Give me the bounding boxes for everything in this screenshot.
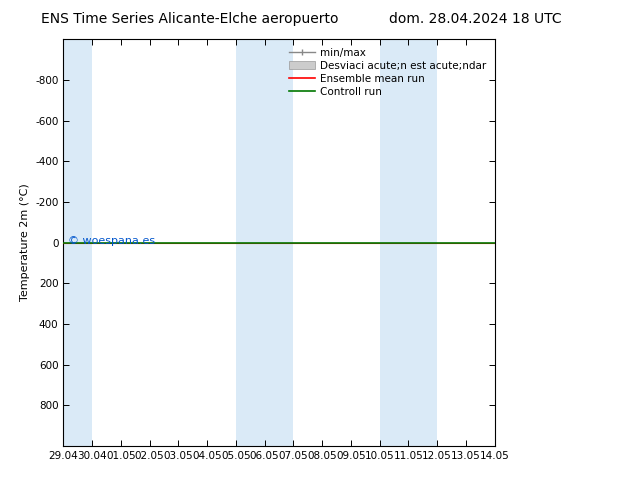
Bar [380,39,437,446]
Bar [63,39,92,446]
Legend: min/max, Desviaci acute;n est acute;ndar, Ensemble mean run, Controll run: min/max, Desviaci acute;n est acute;ndar… [285,45,489,100]
Bar [236,39,294,446]
Text: © woespana.es: © woespana.es [68,236,155,245]
Text: dom. 28.04.2024 18 UTC: dom. 28.04.2024 18 UTC [389,12,562,26]
Y-axis label: Temperature 2m (°C): Temperature 2m (°C) [20,184,30,301]
Text: ENS Time Series Alicante-Elche aeropuerto: ENS Time Series Alicante-Elche aeropuert… [41,12,339,26]
